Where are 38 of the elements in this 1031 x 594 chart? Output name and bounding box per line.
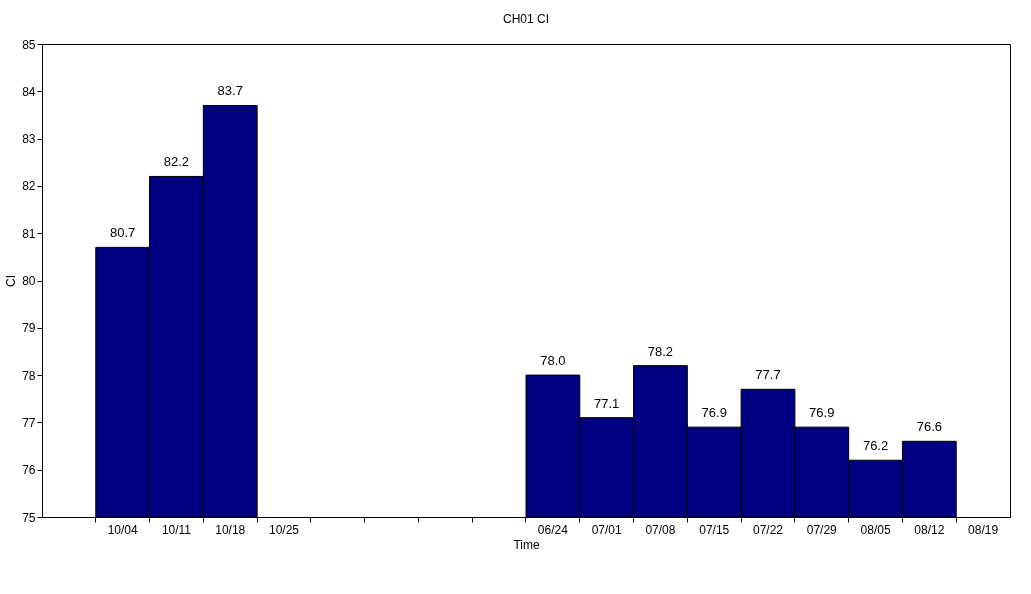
- data-label: 77.7: [755, 367, 781, 383]
- chart-title: CH01 CI: [502, 12, 550, 26]
- x-tick-label: 10/18: [215, 522, 246, 537]
- x-tick-label: 07/22: [752, 522, 784, 537]
- y-tick-label: 82: [22, 179, 36, 194]
- y-axis-title: CI: [4, 275, 19, 287]
- data-label: 76.2: [862, 438, 889, 454]
- data-label: 80.7: [110, 225, 136, 241]
- x-axis-title: Time: [513, 537, 540, 552]
- y-tick-label: 84: [22, 84, 36, 99]
- data-label: 78.2: [647, 343, 674, 359]
- y-tick-label: 76: [22, 463, 36, 478]
- x-tick-label: 08/12: [914, 522, 945, 537]
- y-tick-label: 85: [22, 37, 36, 52]
- data-label: 82.2: [163, 154, 190, 170]
- y-tick-label: 80: [22, 274, 36, 288]
- y-tick-label: 75: [22, 510, 36, 525]
- x-tick-label: 07/15: [699, 522, 730, 537]
- x-tick-label: 08/19: [968, 522, 999, 537]
- x-tick-label: 07/01: [591, 522, 623, 537]
- x-tick-label: 07/29: [806, 522, 838, 537]
- y-tick-label: 79: [22, 321, 36, 336]
- data-label: 76.6: [916, 419, 942, 435]
- x-tick-label: 07/08: [645, 522, 676, 537]
- y-tick-label: 77: [22, 415, 36, 430]
- y-tick-label: 78: [22, 368, 36, 383]
- y-tick-label: 83: [22, 132, 36, 147]
- data-label: 83.7: [217, 83, 243, 99]
- x-tick-label: 06/24: [537, 522, 569, 537]
- x-tick-label: 10/04: [107, 522, 139, 537]
- data-label: 76.9: [809, 405, 835, 421]
- data-label: 76.9: [701, 405, 727, 421]
- x-tick-label: 08/05: [860, 522, 891, 537]
- data-label: 77.1: [594, 395, 620, 411]
- data-label: 78.0: [540, 353, 566, 369]
- x-tick-label: 10/25: [268, 522, 300, 537]
- x-tick-label: 10/11: [161, 522, 192, 537]
- y-tick-label: 81: [22, 226, 36, 241]
